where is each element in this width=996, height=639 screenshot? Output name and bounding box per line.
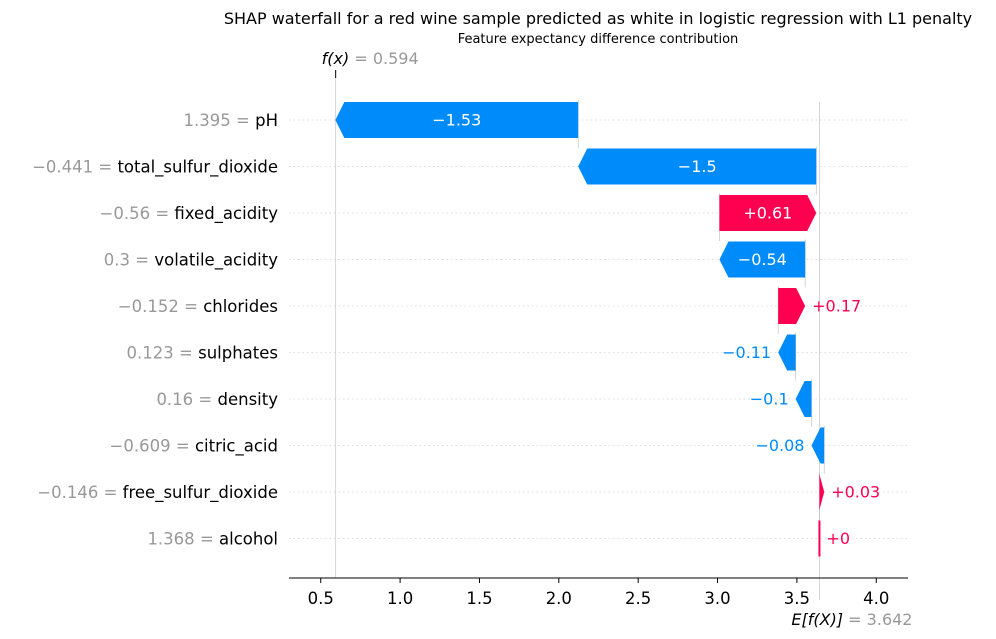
x-tick-label: 2.0: [546, 589, 572, 608]
feature-name: chlorides: [203, 297, 278, 316]
expected-value-value: = 3.642: [843, 610, 912, 629]
feature-label-free_sulfur_dioxide: −0.146 = free_sulfur_dioxide: [37, 483, 278, 503]
feature-value: 0.123 =: [127, 344, 199, 363]
feature-name: alcohol: [219, 530, 278, 549]
feature-name: free_sulfur_dioxide: [123, 483, 278, 503]
chart-subtitle: Feature expectancy difference contributi…: [458, 32, 739, 47]
expected-value-label: E[f(X)] = 3.642: [791, 610, 912, 629]
bar-total_sulfur_dioxide: [578, 148, 817, 185]
feature-label-density: 0.16 = density: [156, 390, 278, 409]
bar-label-total_sulfur_dioxide: −1.5: [678, 157, 717, 176]
feature-name: fixed_acidity: [174, 204, 278, 224]
bar-label-density: −0.1: [750, 390, 789, 409]
x-tick-label: 1.5: [466, 589, 492, 608]
bar-label-sulphates: −0.11: [722, 343, 771, 362]
bar-sulphates: [778, 334, 796, 371]
x-tick-label: 0.5: [308, 589, 334, 608]
bars: −1.53 −1.5 +0.61 −0.54 +0.17 −0.11 −0.1 −0.08 +0…: [335, 102, 880, 557]
feature-value: 1.395 =: [184, 111, 256, 130]
feature-value: −0.146 =: [37, 483, 122, 502]
feature-value: −0.152 =: [118, 297, 203, 316]
feature-value: −0.609 =: [110, 437, 195, 456]
feature-label-chlorides: −0.152 = chlorides: [118, 297, 278, 316]
fx-value: = 0.594: [349, 49, 418, 68]
feature-value: 0.16 =: [156, 390, 217, 409]
feature-name: volatile_acidity: [154, 251, 278, 271]
expected-value-name: E[f(X)]: [791, 610, 843, 629]
x-tick-label: 3.5: [784, 589, 810, 608]
bar-citric_acid: [811, 427, 825, 464]
bar-label-volatile_acidity: −0.54: [738, 250, 787, 269]
bar-label-pH: −1.53: [432, 111, 481, 130]
x-tick-label: 4.0: [863, 589, 889, 608]
bar-label-citric_acid: −0.08: [755, 436, 804, 455]
feature-name: total_sulfur_dioxide: [117, 158, 278, 178]
feature-name: pH: [255, 111, 278, 130]
bar-pH: [335, 102, 579, 138]
bar-chlorides: [778, 288, 806, 324]
feature-label-sulphates: 0.123 = sulphates: [127, 344, 278, 363]
feature-value: −0.441 =: [32, 158, 117, 177]
x-axis: 0.5 1.0 1.5 2.0 2.5 3.0 3.5 4.0: [289, 577, 908, 608]
bar-label-fixed_acidity: +0.61: [743, 204, 792, 223]
fx-marker: f(x) = 0.594: [322, 49, 419, 78]
bar-label-chlorides: +0.17: [812, 297, 861, 316]
x-tick-label: 1.0: [387, 589, 413, 608]
feature-name: citric_acid: [195, 437, 278, 457]
x-tick-label: 3.0: [704, 589, 730, 608]
x-tick-label: 2.5: [625, 589, 651, 608]
bar-label-free_sulfur_dioxide: +0.03: [831, 483, 880, 502]
fx-label: f(x) = 0.594: [322, 49, 419, 68]
feature-label-total_sulfur_dioxide: −0.441 = total_sulfur_dioxide: [32, 158, 278, 178]
feature-label-citric_acid: −0.609 = citric_acid: [110, 437, 278, 457]
feature-value: 1.368 =: [147, 530, 219, 549]
feature-label-pH: 1.395 = pH: [184, 111, 278, 130]
feature-name: sulphates: [198, 344, 278, 363]
bar-density: [795, 381, 812, 417]
bar-free_sulfur_dioxide: [819, 474, 825, 510]
bar-volatile_acidity: [719, 241, 806, 278]
expected-value-marker: E[f(X)] = 3.642: [791, 610, 912, 629]
fx-name: f(x): [322, 49, 350, 68]
bar-fixed_acidity: [719, 195, 817, 231]
chart-title: SHAP waterfall for a red wine sample pre…: [224, 9, 972, 28]
feature-labels: 1.395 = pH−0.441 = total_sulfur_dioxide−…: [32, 111, 278, 549]
feature-label-volatile_acidity: 0.3 = volatile_acidity: [104, 251, 278, 271]
feature-label-alcohol: 1.368 = alcohol: [147, 530, 278, 549]
feature-value: 0.3 =: [104, 251, 155, 270]
bar-label-alcohol: +0: [826, 529, 850, 548]
feature-name: density: [218, 390, 279, 409]
feature-value: −0.56 =: [100, 204, 175, 223]
feature-label-fixed_acidity: −0.56 = fixed_acidity: [100, 204, 279, 224]
